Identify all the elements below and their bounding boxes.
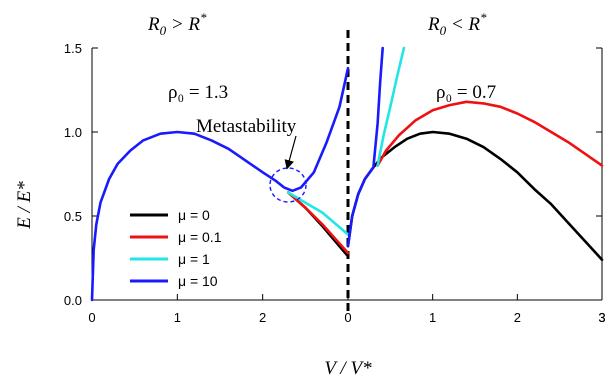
right-panel-title: R0 < R* — [427, 10, 487, 38]
y-tick-label: 1.5 — [64, 41, 82, 56]
title-subscript: 0 — [440, 23, 447, 38]
y-axis-label: E / E* — [14, 181, 35, 230]
series-line — [376, 46, 406, 167]
x-axis-label: V / V* — [324, 358, 372, 379]
series-line — [346, 46, 385, 248]
axes-layer: 0.00.51.01.50 1 2 0 1 2 33 — [64, 30, 606, 325]
series-line — [286, 191, 350, 236]
x-tick-label: 2 — [259, 310, 266, 325]
x-tick-label: 3 — [598, 310, 605, 325]
title-relation: > R — [166, 14, 200, 35]
title-main: R — [147, 14, 160, 35]
legend: μ = 0 μ = 0.1 μ = 1 μ = 10 — [130, 207, 222, 289]
metastability-label: Metastability — [196, 116, 297, 137]
y-tick-label: 0.5 — [64, 209, 82, 224]
title-relation: < R — [446, 14, 480, 35]
y-tick-label: 1.0 — [64, 125, 82, 140]
x-tick-label: 1 — [174, 310, 181, 325]
x-tick-label: 0 — [88, 310, 95, 325]
legend-label: μ = 1 — [178, 251, 210, 267]
title-superscript: * — [480, 10, 487, 25]
y-tick-label: 0.0 — [64, 293, 82, 308]
x-tick-label: 2 — [514, 310, 521, 325]
title-main: R — [427, 14, 440, 35]
legend-label: μ = 0.1 — [178, 229, 222, 245]
metastability-arrow — [284, 135, 297, 170]
x-tick-label: 3 — [598, 310, 605, 325]
title-subscript: 0 — [160, 23, 167, 38]
series-line — [376, 100, 604, 167]
left-rho-annotation: ρ₀ = 1.3 — [168, 82, 228, 103]
legend-label: μ = 10 — [178, 273, 218, 289]
x-tick-label: 1 — [429, 310, 436, 325]
x-tick-label: 0 — [344, 310, 351, 325]
title-superscript: * — [200, 10, 207, 25]
right-rho-annotation: ρ₀ = 0.7 — [436, 82, 496, 103]
series-line — [286, 191, 350, 255]
legend-label: μ = 0 — [178, 207, 210, 223]
left-panel-title: R0 > R* — [147, 10, 207, 38]
metastability-circle — [269, 167, 307, 203]
